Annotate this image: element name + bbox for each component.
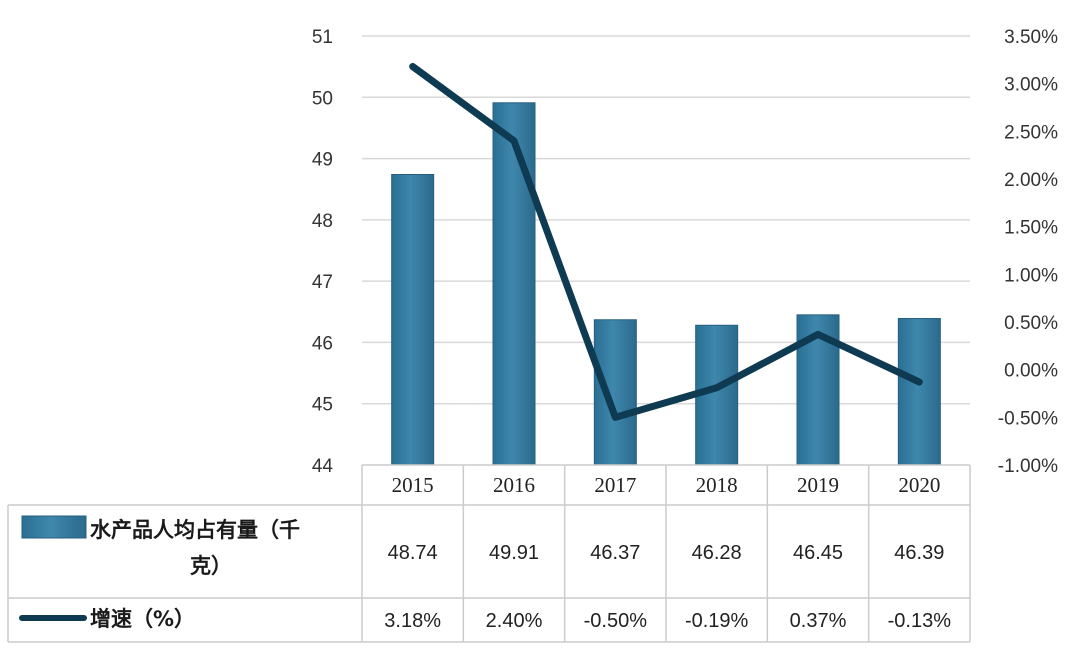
line-series xyxy=(409,63,923,421)
bar-value-cell: 46.39 xyxy=(894,542,944,564)
growth-value-cell: 0.37% xyxy=(790,610,847,632)
right-axis-tick-label: 2.00% xyxy=(1004,170,1058,191)
x-axis-tick-label: 2017 xyxy=(594,473,636,497)
growth-value-cell: -0.50% xyxy=(584,610,648,632)
left-axis-tick-label: 47 xyxy=(312,272,333,293)
right-axis: -1.00% -0.50% 0.00% 0.50% 1.00% 1.50% 2.00% 2.5… xyxy=(998,27,1058,477)
right-axis-tick-label: 3.00% xyxy=(1004,75,1058,96)
right-axis-tick-label: 1.50% xyxy=(1004,218,1058,239)
x-axis-tick-label: 2019 xyxy=(797,473,839,497)
bar-value-cell: 46.45 xyxy=(793,542,843,564)
right-axis-tick-label: -1.00% xyxy=(998,456,1058,477)
right-axis-tick-label: 2.50% xyxy=(1004,122,1058,143)
bar xyxy=(492,102,536,466)
x-axis-tick-label: 2018 xyxy=(696,473,738,497)
left-axis-tick-label: 49 xyxy=(312,150,333,171)
bar-value-cell: 49.91 xyxy=(489,542,539,564)
left-axis-tick-label: 45 xyxy=(312,395,333,416)
growth-value-cell: -0.13% xyxy=(888,610,952,632)
left-axis-tick-label: 48 xyxy=(312,211,333,232)
growth-line xyxy=(409,63,923,421)
gridlines xyxy=(362,35,970,405)
right-axis-tick-label: 0.50% xyxy=(1004,313,1058,334)
x-axis-tick-label: 2015 xyxy=(392,473,434,497)
right-axis-tick-label: 1.00% xyxy=(1004,265,1058,286)
bar xyxy=(391,174,435,466)
bar xyxy=(897,318,941,466)
bar-value-cell: 46.28 xyxy=(692,542,742,564)
left-axis-tick-label: 44 xyxy=(312,456,334,477)
growth-value-cell: 3.18% xyxy=(384,610,441,632)
right-axis-tick-label: 3.50% xyxy=(1004,27,1058,48)
bar-value-cell: 48.74 xyxy=(388,542,438,564)
left-axis-tick-label: 51 xyxy=(312,27,333,48)
bar xyxy=(593,319,637,466)
right-axis-tick-label: 0.00% xyxy=(1004,361,1058,382)
left-axis: 44 45 46 47 48 49 50 51 xyxy=(312,27,334,477)
x-axis-tick-label: 2020 xyxy=(898,473,940,497)
growth-value-cell: 2.40% xyxy=(486,610,543,632)
left-axis-tick-label: 50 xyxy=(312,88,333,109)
x-axis-tick-label: 2016 xyxy=(493,473,535,497)
legend-label-bar: 水产品人均占有量（千 xyxy=(90,518,300,542)
legend-label-line: 增速（%） xyxy=(90,607,195,631)
legend-bar-swatch xyxy=(21,515,87,539)
growth-value-cell: -0.19% xyxy=(685,610,749,632)
bar-value-cell: 46.37 xyxy=(590,542,640,564)
bar-series xyxy=(391,102,941,466)
legend-label-bar: 克） xyxy=(190,554,232,578)
right-axis-tick-label: -0.50% xyxy=(998,408,1058,429)
data-table: 2015 2016 2017 2018 2019 2020 水产品人均占有量（千克） 增速（%… xyxy=(7,464,971,643)
left-axis-tick-label: 46 xyxy=(312,333,333,354)
